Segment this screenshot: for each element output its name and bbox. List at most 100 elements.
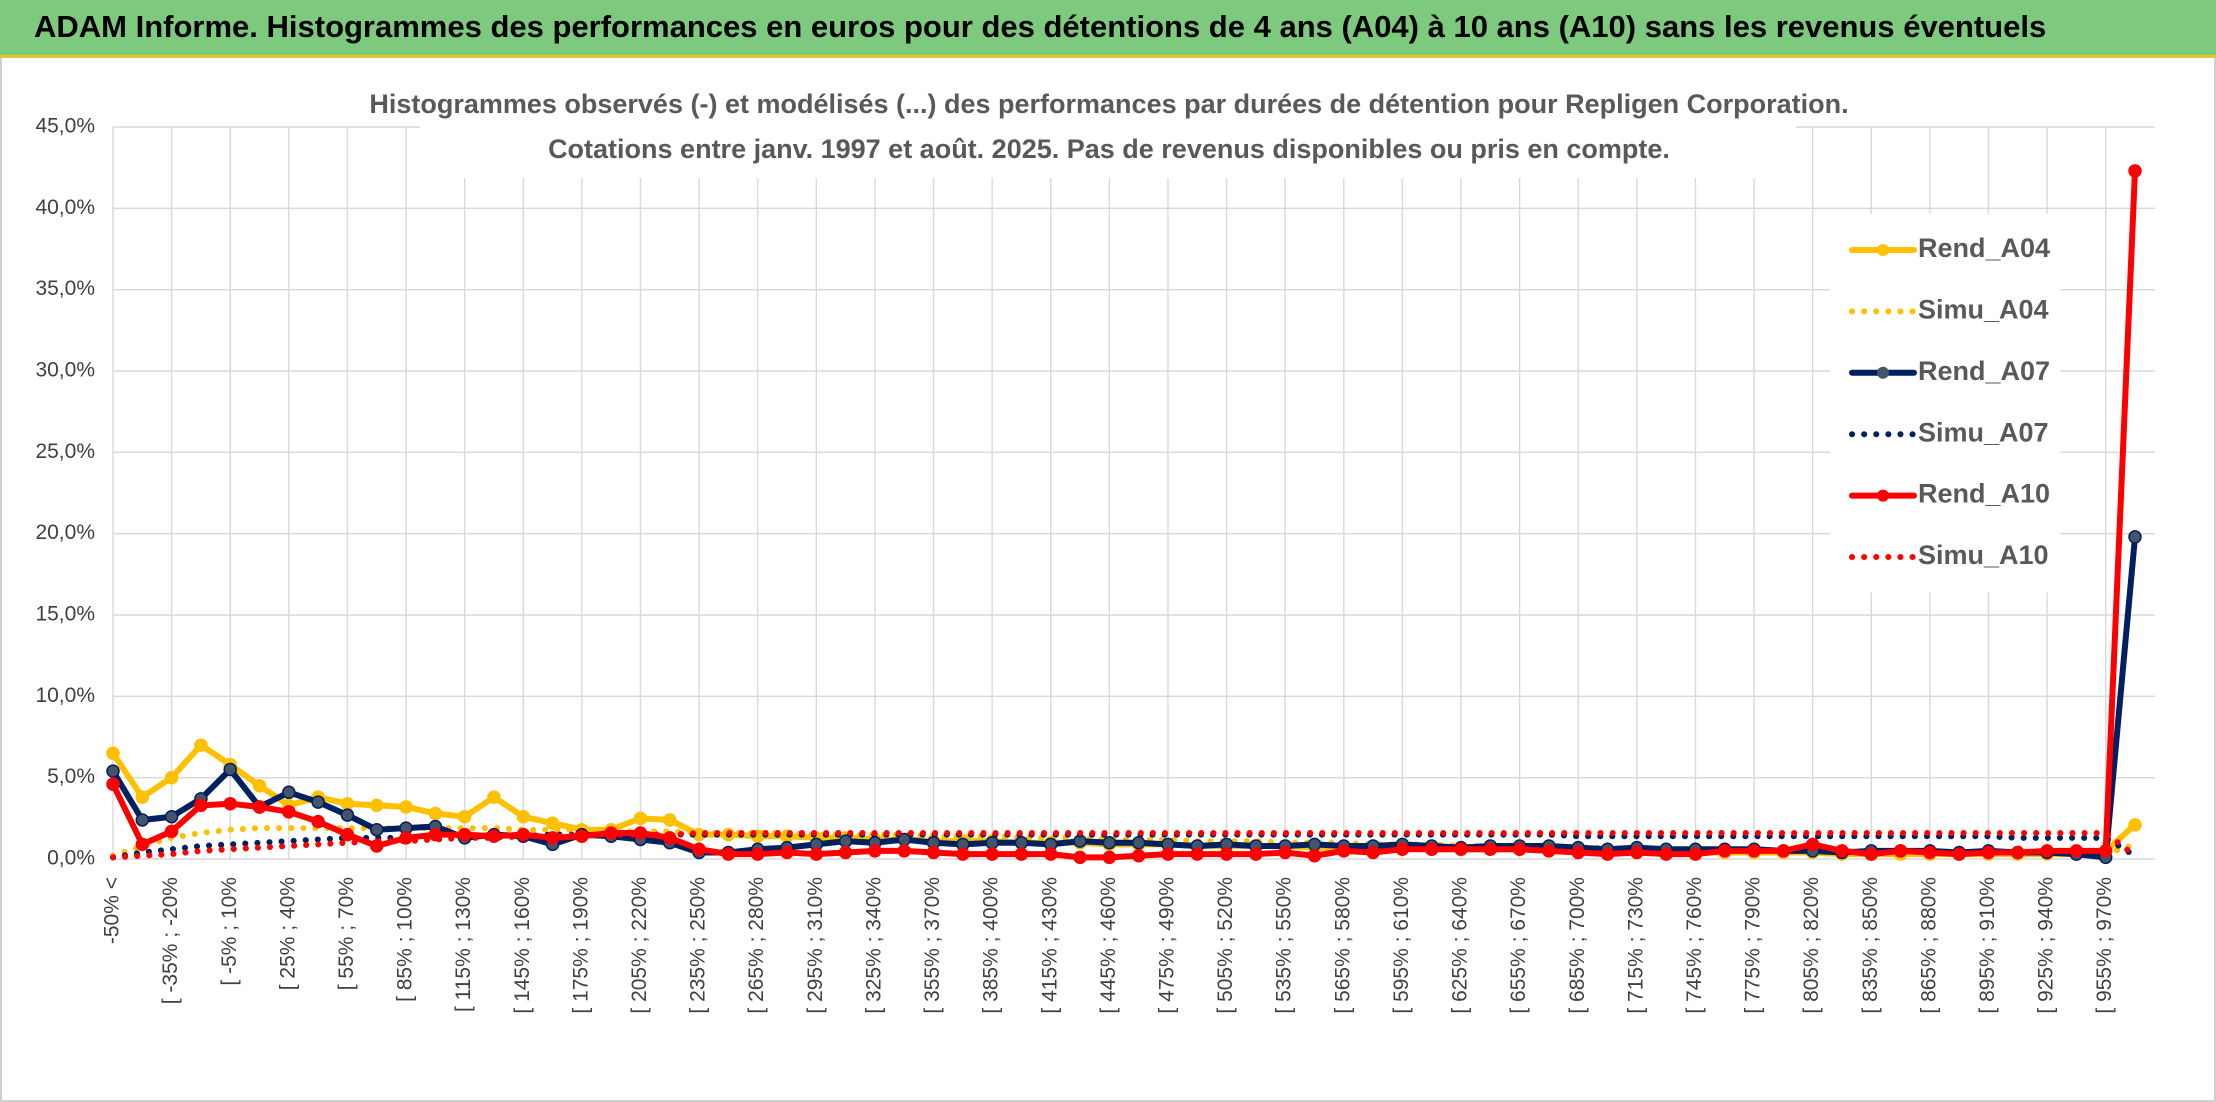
data-point bbox=[164, 809, 179, 824]
data-point bbox=[692, 842, 706, 856]
data-point bbox=[1424, 842, 1439, 856]
data-point bbox=[282, 805, 296, 819]
data-point bbox=[164, 770, 179, 785]
data-point bbox=[1190, 847, 1205, 861]
data-point bbox=[1131, 835, 1146, 850]
data-point bbox=[340, 796, 355, 811]
data-point bbox=[985, 847, 999, 861]
x-tick-label: [ 895% ; 910% bbox=[1976, 877, 1999, 1014]
chart-title: ADAM Informe. Histogrammes des performan… bbox=[34, 9, 2046, 44]
data-point bbox=[1835, 844, 1849, 858]
y-tick-label: 30,0% bbox=[35, 359, 95, 382]
data-point bbox=[1073, 850, 1087, 865]
x-tick-label: [ 55% ; 70% bbox=[335, 877, 358, 990]
y-tick-label: 45,0% bbox=[35, 115, 95, 138]
data-point bbox=[1307, 848, 1322, 863]
data-point bbox=[780, 845, 794, 860]
data-point bbox=[633, 811, 648, 826]
x-tick-label: [ 235% ; 250% bbox=[687, 877, 710, 1014]
x-tick-label: [ 865% ; 880% bbox=[1917, 877, 1940, 1014]
data-point bbox=[1337, 844, 1351, 858]
y-tick-label: 40,0% bbox=[35, 196, 95, 219]
data-point bbox=[926, 845, 941, 860]
data-point bbox=[457, 809, 472, 824]
data-point bbox=[2128, 530, 2142, 544]
data-point bbox=[1747, 844, 1761, 858]
model-line bbox=[110, 825, 2138, 859]
data-point bbox=[223, 796, 237, 811]
data-point bbox=[838, 845, 853, 860]
data-point bbox=[1102, 835, 1117, 850]
data-point bbox=[194, 798, 208, 813]
data-point bbox=[2128, 164, 2142, 178]
x-tick-label: [ 415% ; 430% bbox=[1038, 877, 1061, 1014]
data-point bbox=[721, 847, 736, 861]
data-point bbox=[809, 847, 824, 861]
x-tick-label: [ 25% ; 40% bbox=[276, 877, 299, 990]
data-point bbox=[1600, 847, 1615, 861]
data-point bbox=[663, 813, 677, 827]
legend-label: Rend_A07 bbox=[1918, 356, 2050, 386]
x-tick-label: [ 595% ; 610% bbox=[1390, 877, 1413, 1014]
data-point bbox=[1776, 844, 1791, 858]
data-point bbox=[340, 808, 355, 822]
x-tick-label: [ 625% ; 640% bbox=[1449, 877, 1472, 1014]
data-point bbox=[399, 800, 413, 814]
y-tick-label: 20,0% bbox=[35, 521, 95, 544]
data-point bbox=[164, 824, 179, 839]
data-point bbox=[868, 844, 882, 858]
data-point bbox=[1717, 844, 1732, 858]
data-point bbox=[2040, 844, 2054, 858]
legend-marker bbox=[1877, 489, 1889, 502]
data-point bbox=[135, 813, 150, 827]
data-point bbox=[1278, 845, 1292, 860]
x-tick-label: [ 205% ; 220% bbox=[628, 877, 651, 1014]
x-tick-label: [ 475% ; 490% bbox=[1156, 877, 1179, 1014]
data-point bbox=[223, 762, 237, 777]
x-tick-label: [ 685% ; 700% bbox=[1566, 877, 1589, 1014]
data-point bbox=[106, 777, 120, 791]
x-tick-label: [ 745% ; 760% bbox=[1683, 877, 1706, 1014]
legend-marker bbox=[1877, 366, 1889, 379]
data-point bbox=[1659, 847, 1673, 861]
data-point bbox=[2011, 845, 2025, 860]
data-point bbox=[428, 806, 443, 821]
y-tick-label: 10,0% bbox=[35, 684, 95, 707]
legend-label: Rend_A04 bbox=[1918, 233, 2050, 263]
data-point bbox=[1923, 845, 1937, 860]
legend-box bbox=[1830, 214, 2060, 593]
data-point bbox=[545, 816, 560, 830]
data-point bbox=[135, 837, 150, 852]
data-point bbox=[1571, 845, 1585, 860]
x-tick-label: [ 955% ; 970% bbox=[2093, 877, 2116, 1014]
x-tick-label: [ -35% ; -20% bbox=[159, 877, 182, 1004]
data-point bbox=[106, 764, 120, 778]
x-tick-label: [ 505% ; 520% bbox=[1214, 877, 1237, 1014]
data-point bbox=[1454, 842, 1468, 856]
model-line bbox=[110, 829, 2138, 861]
data-point bbox=[487, 790, 501, 804]
data-point bbox=[956, 847, 970, 861]
chart-subtitle: Histogrammes observés (-) et modélisés (… bbox=[369, 89, 1848, 119]
data-point bbox=[1102, 850, 1117, 865]
data-point bbox=[135, 790, 150, 804]
x-tick-label: [ 835% ; 850% bbox=[1859, 877, 1882, 1014]
x-tick-label: [ 445% ; 460% bbox=[1097, 877, 1120, 1014]
x-tick-label: [ -5% ; 10% bbox=[218, 877, 241, 986]
data-point bbox=[2128, 818, 2142, 832]
x-tick-label: [ 295% ; 310% bbox=[804, 877, 827, 1014]
data-point bbox=[750, 847, 765, 861]
data-point bbox=[106, 746, 120, 761]
data-point bbox=[1805, 837, 1820, 852]
data-point bbox=[897, 844, 911, 858]
x-tick-label: [ 265% ; 280% bbox=[745, 877, 768, 1014]
data-point bbox=[1893, 844, 1908, 858]
x-tick-label: [ 715% ; 730% bbox=[1624, 877, 1647, 1014]
x-tick-label: [ 145% ; 160% bbox=[511, 877, 534, 1014]
data-point bbox=[252, 800, 267, 814]
header-rule bbox=[0, 55, 2216, 58]
header-bar bbox=[0, 0, 2216, 57]
observed-line bbox=[110, 167, 2138, 861]
x-tick-label: [ 175% ; 190% bbox=[569, 877, 592, 1014]
